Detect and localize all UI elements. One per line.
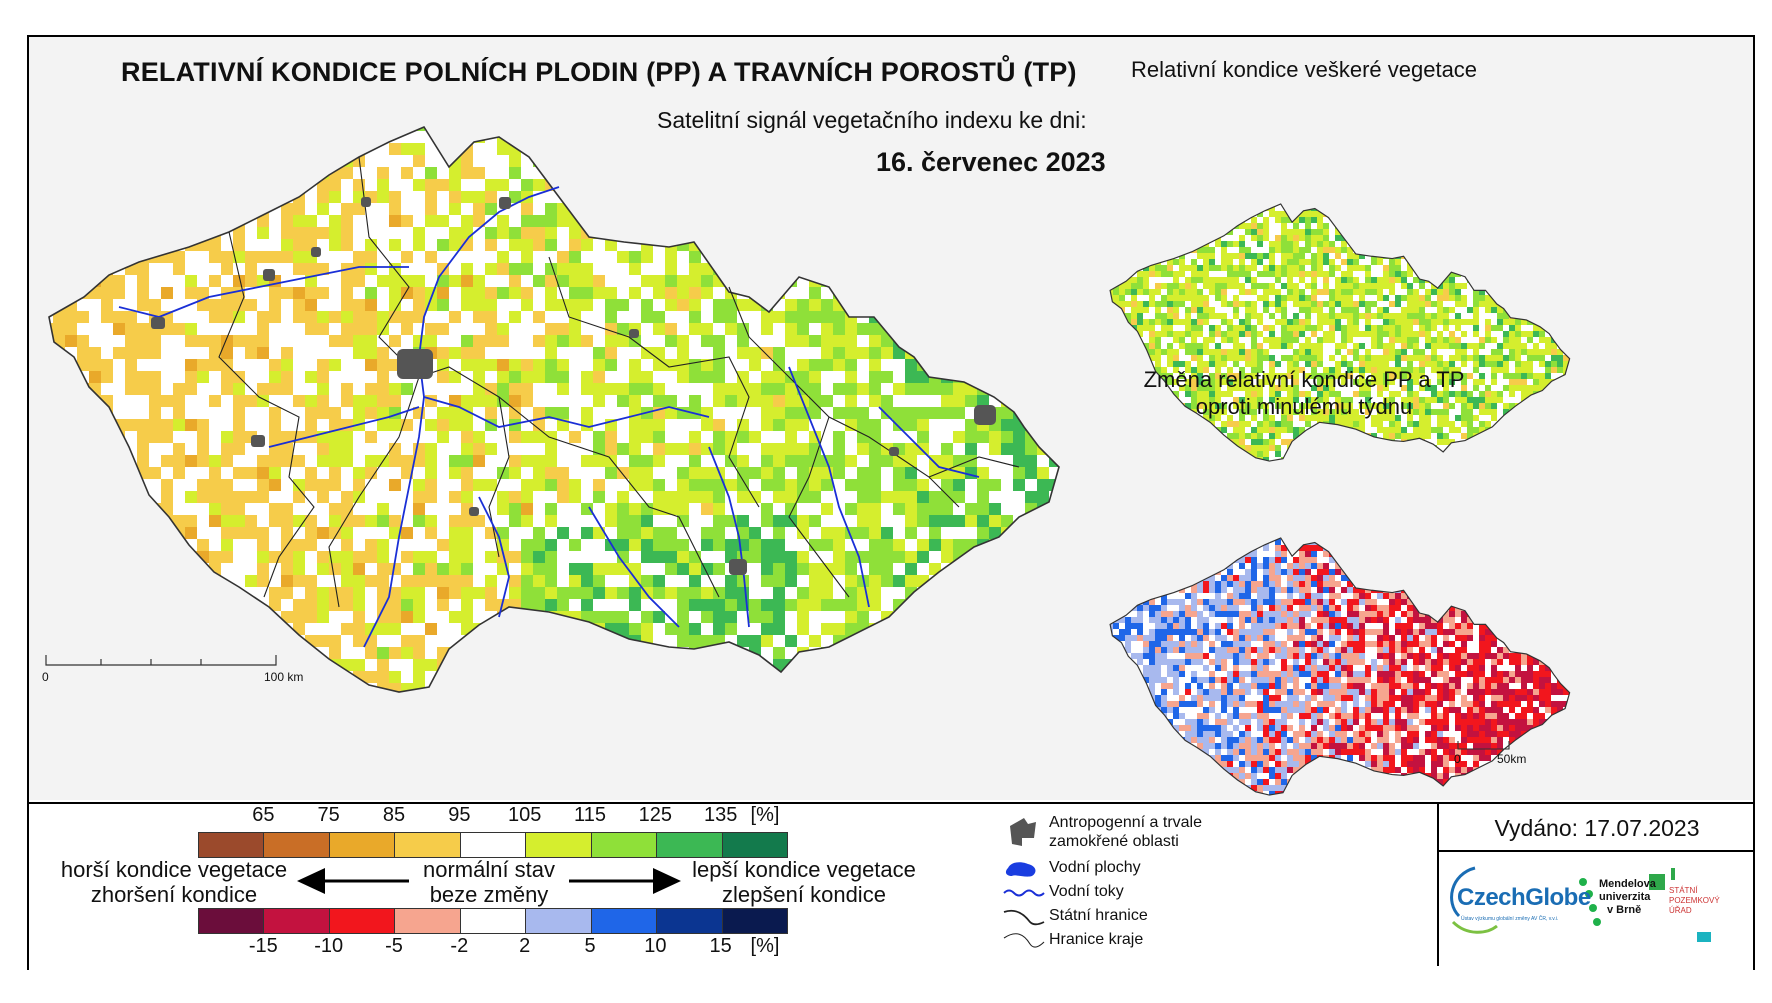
spu-logo-icon [1649,868,1711,942]
inset-scale-bar [1457,741,1510,750]
change-swatch-8 [722,909,787,933]
condition-tick-label: 115 [574,804,606,826]
inset-vegetation-map [1109,203,1571,462]
legend-arrows [297,868,681,894]
condition-swatch-8 [722,833,787,857]
state-border [48,125,1060,693]
map-area: RELATIVNÍ KONDICE POLNÍCH PLODIN (PP) A … [29,37,1753,800]
condition-tick-label: 95 [448,804,471,826]
inset-scale-end: 50km [1497,752,1527,766]
inset-vegetation-title: Relativní kondice veškeré vegetace [1130,57,1478,82]
logos-graphic [1450,866,1711,942]
condition-swatch-7 [657,833,723,857]
issued-box: Vydáno: 17.07.2023 CzechGlobe Ústav výzk… [1437,804,1755,966]
mendel-line-3: v Brně [1607,904,1642,916]
inset-change-map [1109,537,1571,796]
change-tick-label: 15 [709,935,732,957]
change-tick-label: -2 [450,935,469,957]
normal-label-2: beze změny [429,882,549,907]
water-area-icon [1005,862,1036,877]
spu-line-3: ÚŘAD [1669,906,1692,915]
issued-date: Vydáno: 17.07.2023 [1439,804,1755,852]
region-border-icon [1003,933,1045,948]
date-label: 16. červenec 2023 [876,147,1106,177]
condition-swatch-3 [395,833,461,857]
change-swatch-3 [395,909,461,933]
better-label-1: lepší kondice vegetace [692,857,916,882]
change-tick-label: 10 [644,935,667,957]
spu-line-1: STÁTNÍ [1669,886,1698,895]
water-area-label: Vodní plochy [1049,859,1141,876]
condition-unit: [%] [750,804,780,826]
change-tick-label: -5 [385,935,403,957]
river-icon [1003,889,1045,897]
river-label: Vodní toky [1049,883,1124,900]
condition-color-bar [198,832,788,858]
scale-bar [45,655,277,666]
anthropogenic-icon [1010,818,1036,846]
condition-tick-label: 105 [507,804,542,826]
state-border-label: Státní hranice [1049,907,1148,924]
legend-area: 65 75 85 95 105 115 125 135 [%] horší kondice v… [29,802,1755,970]
better-label-2: zlepšení kondice [722,882,886,907]
change-unit: [%] [750,935,780,957]
condition-swatch-1 [264,833,330,857]
symbol-legend-icons [1003,818,1045,948]
region-borders [218,156,1020,608]
urban-areas [151,197,996,575]
main-map [45,125,1060,693]
map-frame: RELATIVNÍ KONDICE POLNÍCH PLODIN (PP) A … [27,35,1755,970]
main-title: RELATIVNÍ KONDICE POLNÍCH PLODIN (PP) A … [121,57,1077,87]
change-swatch-7 [657,909,723,933]
mendel-line-1: Mendelova [1599,878,1656,890]
worse-label-2: zhoršení kondice [90,882,258,907]
condition-tick-label: 85 [382,804,406,826]
change-tick-label: -15 [248,935,278,957]
change-tick-label: 5 [584,935,596,957]
czechglobe-logo-icon [1450,866,1476,918]
condition-swatch-6 [591,833,658,857]
state-border-icon [1003,909,1045,926]
change-swatch-5 [526,909,592,933]
arrow-left [297,868,409,894]
czechglobe-logo: CzechGlobe [1457,884,1591,911]
change-color-bar [198,908,788,934]
condition-tick-label: 135 [703,804,738,826]
condition-swatch-2 [329,833,396,857]
condition-swatch-5 [526,833,592,857]
condition-swatch-4 [460,833,527,857]
condition-tick-label: 75 [317,804,340,826]
inset-change-title-1: Změna relativní kondice PP a TP [1143,367,1465,392]
condition-tick-label: 65 [252,804,275,826]
change-tick-label: 2 [519,935,531,957]
arrow-right [569,868,681,894]
normal-label-1: normální stav [422,857,556,882]
inset-change-title-2: oproti minulému týdnu [1195,394,1413,419]
subtitle: Satelitní signál vegetačního indexu ke d… [657,107,1087,133]
condition-swatch-0 [199,833,265,857]
change-swatch-0 [199,909,265,933]
czechglobe-subtitle: Ústav výzkumu globální změny AV ČR, v.v.… [1461,916,1559,922]
czechglobe-logo-swoosh [1451,920,1498,934]
region-border-label: Hranice kraje [1049,931,1144,948]
anthropogenic-label-2: zamokřené oblasti [1049,833,1179,850]
change-tick-label: -10 [314,935,344,957]
change-swatch-4 [460,909,527,933]
worse-label-1: horší kondice vegetace [60,857,288,882]
change-swatch-1 [264,909,330,933]
change-swatch-2 [329,909,396,933]
mendel-line-2: univerzita [1599,891,1651,903]
scale-start: 0 [42,670,49,684]
scale-end: 100 km [264,670,304,684]
inset-scale-start: 0 [1454,752,1461,766]
change-swatch-6 [591,909,658,933]
mendel-logo-icon [1579,878,1601,926]
anthropogenic-label-1: Antropogenní a trvale [1049,814,1202,831]
condition-tick-label: 125 [638,804,673,826]
spu-line-2: POZEMKOVÝ [1669,896,1720,905]
